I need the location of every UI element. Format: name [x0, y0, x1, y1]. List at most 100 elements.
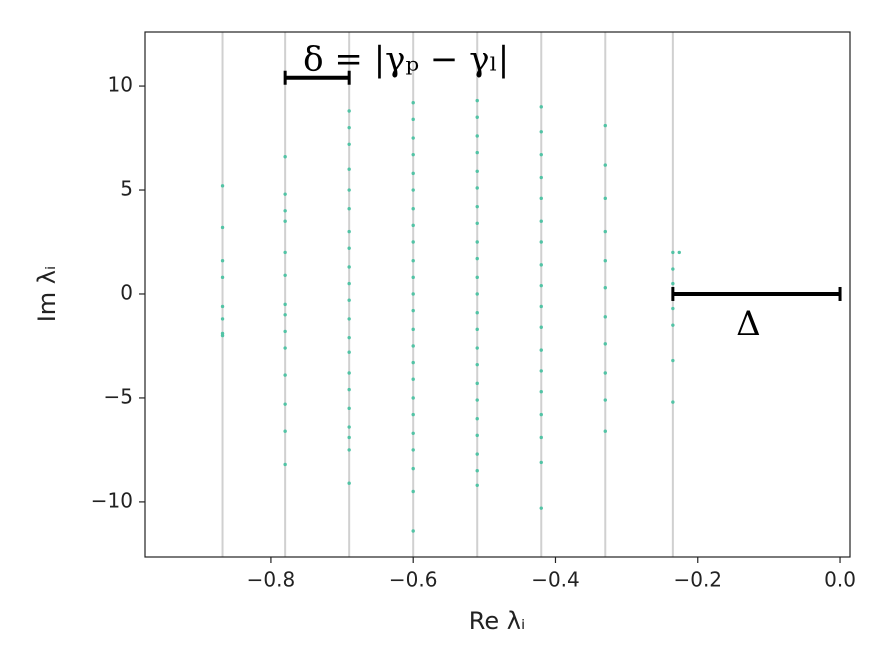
point — [220, 184, 225, 188]
point — [283, 209, 287, 213]
point — [347, 167, 351, 171]
point — [347, 448, 351, 452]
point — [347, 387, 351, 392]
point — [411, 100, 415, 105]
point — [603, 123, 607, 128]
point — [475, 327, 479, 332]
point — [411, 308, 415, 313]
point — [677, 250, 681, 255]
point — [539, 105, 543, 109]
point — [671, 400, 675, 404]
point — [411, 152, 415, 157]
point — [283, 273, 287, 277]
point — [539, 152, 543, 157]
point — [411, 136, 415, 140]
point — [347, 298, 351, 302]
y-tick-label: 5 — [120, 177, 133, 201]
point — [475, 417, 479, 421]
point — [539, 219, 543, 223]
point — [539, 460, 543, 465]
point — [347, 317, 351, 321]
point — [539, 263, 543, 267]
point — [411, 171, 415, 176]
point — [603, 286, 607, 290]
point — [475, 221, 479, 225]
point — [475, 433, 479, 438]
point — [603, 229, 607, 234]
point — [283, 219, 287, 223]
point — [347, 207, 351, 211]
point — [411, 275, 415, 280]
point — [539, 283, 543, 288]
y-axis-label: Im λᵢ — [33, 266, 61, 323]
point — [283, 329, 287, 334]
point — [283, 373, 287, 377]
point — [411, 327, 415, 332]
point — [475, 310, 479, 315]
point — [411, 259, 415, 263]
point — [539, 196, 543, 201]
point — [411, 529, 415, 533]
x-tick-label: −0.2 — [673, 568, 722, 592]
point — [220, 317, 225, 321]
point — [539, 130, 543, 134]
point — [411, 412, 415, 417]
annotation: δ = |γₚ − γₗ| — [303, 40, 509, 80]
point — [220, 275, 225, 280]
x-tick-label: −0.6 — [389, 568, 438, 592]
y-tick-label: 10 — [108, 73, 133, 97]
y-tick-label: 0 — [120, 280, 133, 304]
point — [347, 265, 351, 269]
point — [347, 371, 351, 375]
point — [411, 292, 415, 296]
point — [411, 431, 415, 435]
point — [283, 313, 287, 317]
point — [283, 402, 287, 406]
point — [539, 435, 543, 440]
point — [347, 109, 351, 113]
point — [283, 346, 287, 350]
point — [283, 302, 287, 307]
point — [347, 406, 351, 411]
point — [347, 229, 351, 234]
point — [539, 506, 543, 510]
point — [347, 125, 351, 130]
point — [475, 469, 479, 473]
point — [283, 250, 287, 255]
point — [671, 281, 675, 286]
point — [411, 207, 415, 211]
point — [411, 377, 415, 381]
point — [539, 240, 543, 244]
point — [539, 325, 543, 329]
point — [603, 429, 607, 433]
point — [475, 240, 479, 244]
point — [347, 281, 351, 286]
point — [283, 462, 287, 467]
point — [283, 429, 287, 433]
point — [475, 381, 479, 386]
point — [539, 175, 543, 180]
point — [283, 192, 287, 196]
y-tick-label: −5 — [104, 384, 133, 408]
point — [411, 117, 415, 122]
point — [603, 342, 607, 346]
point — [539, 412, 543, 417]
point — [603, 196, 607, 201]
point — [220, 304, 225, 309]
point — [411, 223, 415, 228]
point — [283, 155, 287, 159]
point — [475, 292, 479, 296]
point — [475, 483, 479, 487]
point — [220, 225, 225, 230]
point — [220, 259, 225, 263]
point — [347, 188, 351, 192]
y-tick-label: −10 — [91, 488, 133, 512]
point — [671, 267, 675, 271]
point — [411, 360, 415, 365]
point — [411, 240, 415, 244]
point — [539, 390, 543, 394]
point — [220, 333, 225, 338]
point — [671, 250, 675, 255]
point — [475, 150, 479, 155]
point — [475, 204, 479, 209]
